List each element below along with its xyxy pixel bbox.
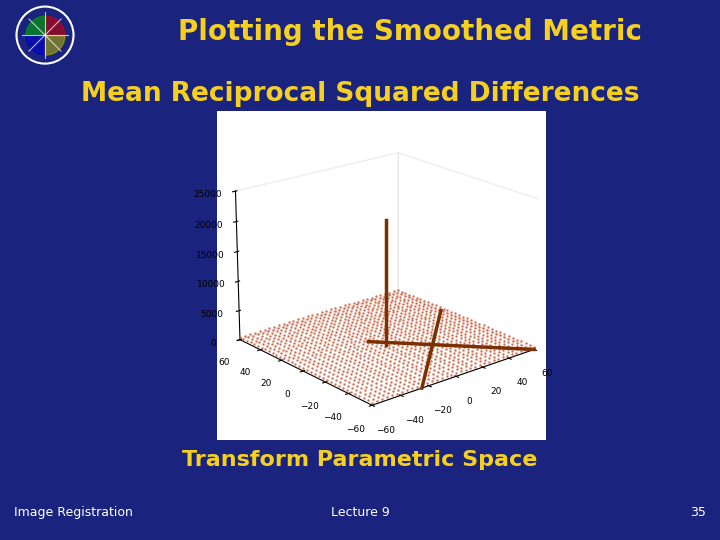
Text: Plotting the Smoothed Metric: Plotting the Smoothed Metric xyxy=(179,18,642,46)
Text: Lecture 9: Lecture 9 xyxy=(330,506,390,519)
Text: Mean Reciprocal Squared Differences: Mean Reciprocal Squared Differences xyxy=(81,81,639,107)
Text: Image Registration: Image Registration xyxy=(14,506,133,519)
Text: Transform Parametric Space: Transform Parametric Space xyxy=(182,449,538,470)
Text: 35: 35 xyxy=(690,506,706,519)
